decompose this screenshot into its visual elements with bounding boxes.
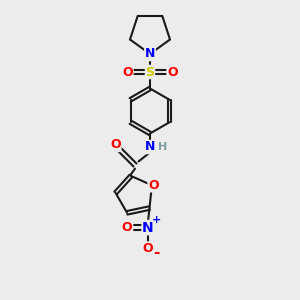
Text: S: S	[146, 65, 154, 79]
Text: O: O	[167, 65, 178, 79]
Text: O: O	[122, 221, 132, 234]
Text: O: O	[148, 179, 159, 192]
Text: N: N	[142, 220, 154, 235]
Text: -: -	[153, 244, 160, 260]
Text: O: O	[143, 242, 153, 255]
Text: H: H	[158, 142, 167, 152]
Text: O: O	[122, 65, 133, 79]
Text: N: N	[145, 140, 155, 154]
Text: +: +	[152, 215, 161, 225]
Text: N: N	[145, 47, 155, 61]
Text: O: O	[110, 138, 121, 152]
